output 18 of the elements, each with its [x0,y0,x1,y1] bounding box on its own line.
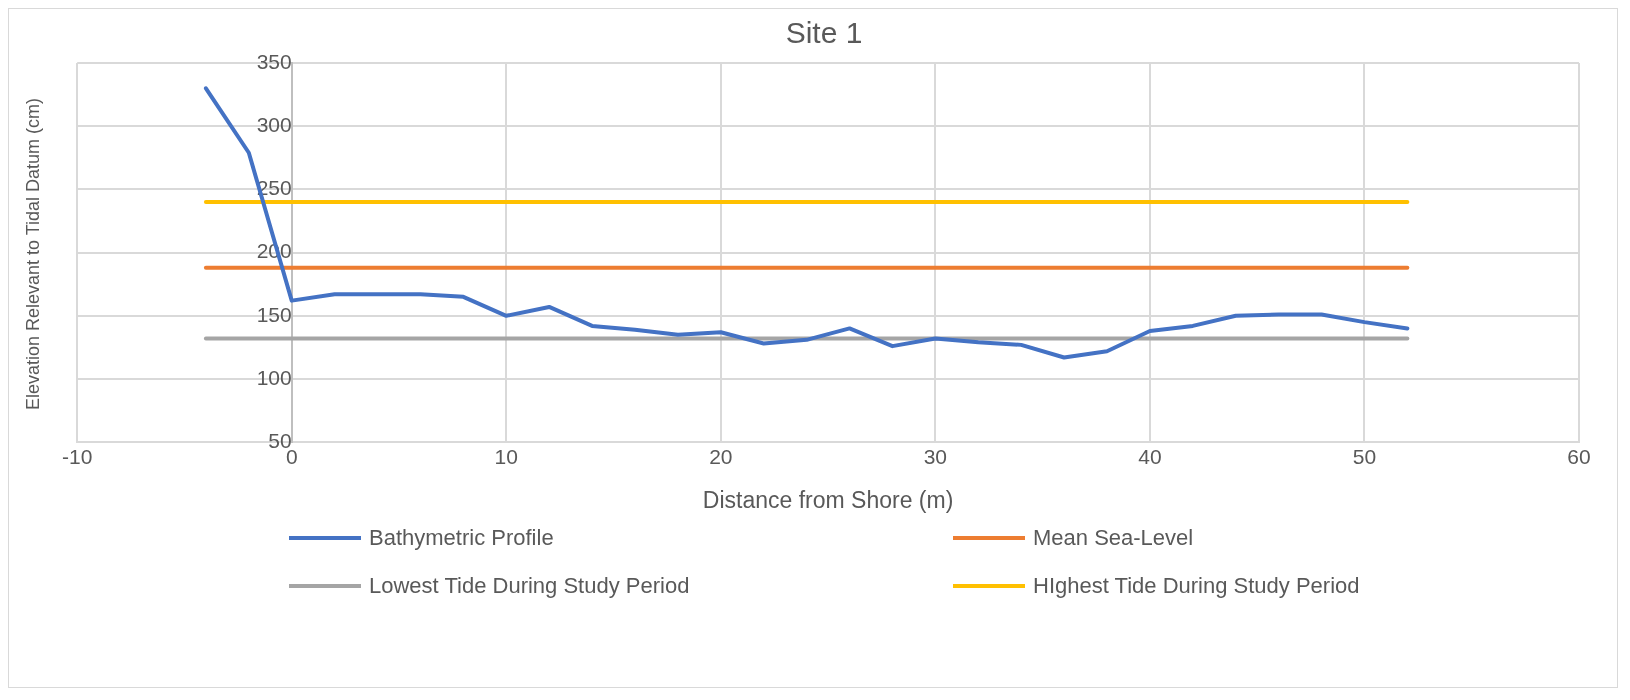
x-tick-label: 40 [1138,444,1162,468]
legend-label: Lowest Tide During Study Period [369,573,690,599]
x-tick-label: 20 [709,444,733,468]
legend-label: Mean Sea-Level [1033,525,1194,551]
x-tick-label: 30 [923,444,948,468]
y-axis-title: Elevation Relevant to Tidal Datum (cm) [22,97,44,411]
x-axis-title: Distance from Shore (m) [702,486,954,513]
y-tick-label: 300 [256,113,292,136]
chart-title: Site 1 [785,16,863,50]
x-tick-label: -10 [62,444,93,468]
y-tick-label: 350 [256,49,292,73]
x-tick-label: 10 [494,444,518,468]
legend-label: HIghest Tide During Study Period [1033,573,1360,599]
x-tick-label: 60 [1567,444,1591,468]
x-tick-label: 50 [1352,444,1377,468]
legend-label: Bathymetric Profile [369,525,554,551]
y-tick-label: 150 [256,302,292,326]
y-tick-label: 100 [256,365,292,389]
